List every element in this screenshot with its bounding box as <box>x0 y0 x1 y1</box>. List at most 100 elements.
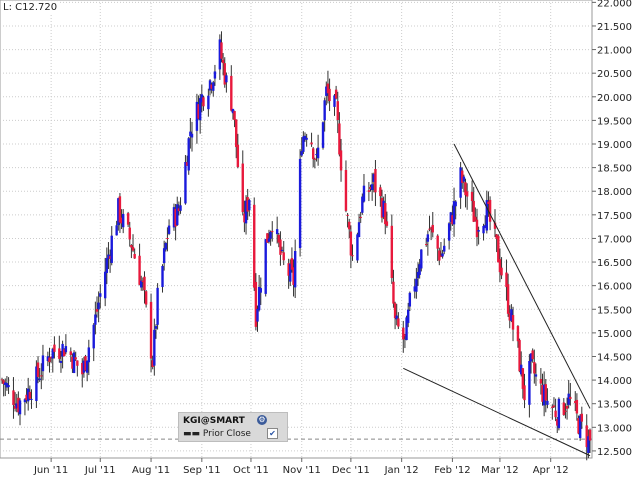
candle-down <box>49 356 53 358</box>
candle-down <box>425 244 428 246</box>
x-tick-label: Nov '11 <box>283 465 321 476</box>
candle-down <box>271 231 274 233</box>
candle-down <box>487 201 490 204</box>
x-tick-label: Jan '12 <box>384 465 419 476</box>
prior-close-checkbox[interactable]: ✔ <box>267 428 278 439</box>
legend-panel[interactable]: KGI@SMART ⚙ ▬▬ Prior Close ✔ <box>178 412 288 442</box>
candle-down <box>71 356 74 369</box>
candle-down <box>233 111 236 121</box>
candle-down <box>253 204 256 288</box>
candle-up <box>15 403 18 409</box>
candle-down <box>334 89 338 99</box>
candle-down <box>439 255 443 257</box>
x-axis: Jun '11 Jul '11 Aug '11 Sep '11 Oct '11 Nov '… <box>33 458 569 476</box>
candle-down <box>428 228 431 230</box>
candle-down <box>498 259 502 273</box>
x-tick-label: Sep '11 <box>183 465 221 476</box>
candle-down <box>126 213 130 225</box>
candle-down <box>562 402 565 415</box>
candle-up <box>198 98 202 121</box>
candle-down <box>506 284 510 314</box>
candle-down <box>495 234 498 239</box>
candle-up <box>323 100 326 121</box>
x-tick-label: Oct '11 <box>233 465 269 476</box>
candle-up <box>164 243 167 250</box>
candle-down <box>143 276 146 291</box>
candle-down <box>470 191 474 202</box>
candle-down <box>436 235 439 249</box>
candle-up <box>208 80 212 91</box>
y-tick-label: 14.500 <box>597 352 632 363</box>
candle-down <box>69 351 72 355</box>
candle-down <box>290 258 294 270</box>
legend-symbol: KGI@SMART <box>183 416 245 426</box>
candle-down <box>438 250 441 261</box>
candle-up <box>190 133 194 138</box>
candle-down <box>531 350 534 360</box>
candle-down <box>310 142 313 145</box>
candle-down <box>210 84 213 89</box>
candle-up <box>23 399 27 403</box>
candle-up <box>59 360 63 363</box>
candle-up <box>578 415 582 438</box>
candle-down <box>554 410 557 418</box>
candle-down <box>241 163 244 213</box>
y-axis: 12.500 13.000 13.500 14.000 14.500 15.000 15.5… <box>592 0 632 458</box>
candle-down <box>588 429 592 441</box>
candle-up <box>370 184 374 191</box>
candle-up <box>587 436 590 453</box>
candle-down <box>369 187 372 190</box>
candle-up <box>483 225 487 228</box>
candle-up <box>103 271 107 299</box>
candle-up <box>405 317 408 341</box>
candle-down <box>516 326 520 342</box>
candle-down <box>431 224 434 233</box>
candle-up <box>316 147 320 159</box>
candle-down <box>384 203 387 225</box>
candle-down <box>575 399 579 414</box>
candle-down <box>497 235 500 263</box>
candle-up <box>122 213 125 228</box>
candle-down <box>144 291 148 305</box>
candle-down <box>246 197 249 212</box>
candle-up <box>546 400 549 405</box>
candle-up <box>415 278 418 292</box>
x-tick-label: Apr '12 <box>533 465 569 476</box>
candle-up <box>542 384 546 406</box>
candle-down <box>118 196 122 223</box>
y-tick-label: 21.000 <box>597 46 632 57</box>
x-tick-label: Dec '11 <box>332 465 370 476</box>
candle-up <box>477 230 480 232</box>
candle-down <box>464 182 467 196</box>
candle-down <box>585 425 588 448</box>
candle-up <box>85 360 89 373</box>
y-tick-label: 19.500 <box>597 116 632 127</box>
y-tick-label: 18.500 <box>597 164 632 175</box>
candle-up <box>5 383 9 388</box>
candle-up <box>154 326 158 329</box>
candle-up <box>356 234 359 261</box>
candle-down <box>397 318 400 327</box>
candle-down <box>292 267 295 285</box>
candle-up <box>303 135 307 140</box>
candle-down <box>328 88 331 102</box>
candle-up <box>110 235 113 263</box>
candle-down <box>95 308 99 312</box>
candle-down <box>475 219 479 238</box>
candle-up <box>420 249 423 269</box>
candle-down <box>552 405 556 407</box>
candle-down <box>544 384 547 401</box>
gear-icon[interactable]: ⚙ <box>257 415 267 425</box>
candle-down <box>166 238 169 240</box>
candle-series <box>0 31 592 461</box>
candle-up <box>105 258 109 273</box>
candle-down <box>474 216 477 221</box>
candle-up <box>264 239 267 294</box>
candle-down <box>236 144 240 168</box>
candle-up <box>140 280 143 288</box>
candle-up <box>38 378 41 381</box>
candle-down <box>254 281 258 327</box>
candle-up <box>153 329 156 366</box>
candle-down <box>128 227 131 240</box>
